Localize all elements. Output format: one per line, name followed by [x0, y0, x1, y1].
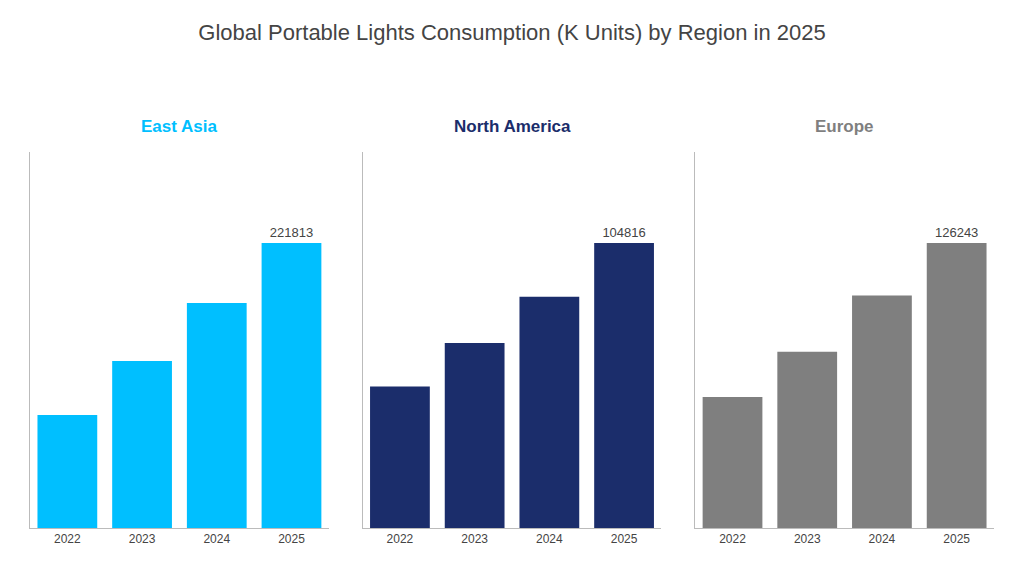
svg-text:2024: 2024	[203, 532, 230, 546]
svg-text:2025: 2025	[611, 532, 638, 546]
svg-text:2023: 2023	[794, 532, 821, 546]
svg-text:104816: 104816	[602, 225, 645, 240]
svg-text:2023: 2023	[129, 532, 156, 546]
svg-text:2024: 2024	[869, 532, 896, 546]
svg-text:2024: 2024	[536, 532, 563, 546]
svg-text:East Asia: East Asia	[141, 117, 217, 136]
svg-text:Global Portable Lights Consump: Global Portable Lights Consumption (K Un…	[198, 20, 825, 45]
svg-text:2025: 2025	[278, 532, 305, 546]
svg-text:North America: North America	[454, 117, 571, 136]
svg-text:221813: 221813	[270, 225, 313, 240]
svg-text:Europe: Europe	[815, 117, 874, 136]
svg-text:2023: 2023	[461, 532, 488, 546]
svg-text:2022: 2022	[387, 532, 414, 546]
svg-text:2022: 2022	[719, 532, 746, 546]
svg-text:126243: 126243	[935, 225, 978, 240]
svg-text:2025: 2025	[943, 532, 970, 546]
svg-text:2022: 2022	[54, 532, 81, 546]
